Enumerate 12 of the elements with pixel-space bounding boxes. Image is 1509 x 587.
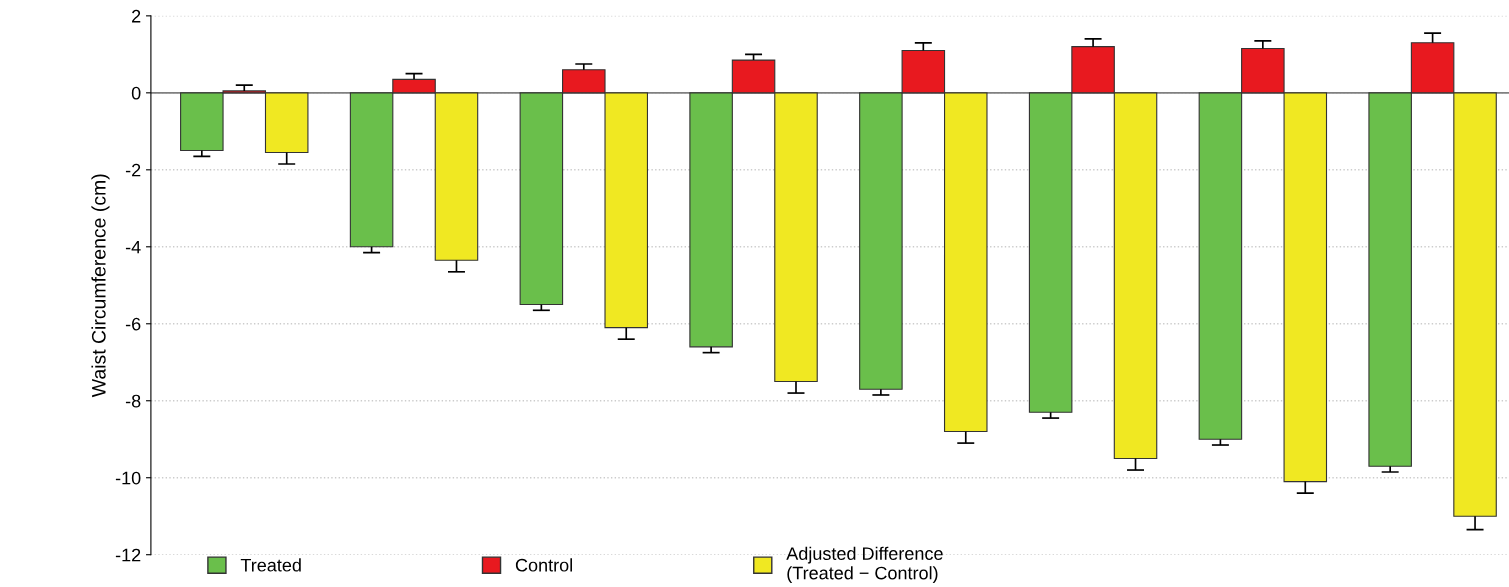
legend-label: Control — [515, 558, 572, 572]
y-tick-label: -12 — [115, 548, 141, 562]
legend-label: Adjusted Difference (Treated − Control) — [786, 546, 943, 583]
y-tick-label: -8 — [125, 394, 141, 408]
y-tick-label: -2 — [125, 163, 141, 177]
y-tick-label: -6 — [125, 317, 141, 331]
y-tick-label: -10 — [115, 471, 141, 485]
y-tick-label: 2 — [132, 9, 141, 23]
y-tick-label: -4 — [125, 240, 141, 254]
y-tick-label: 0 — [131, 86, 141, 100]
legend-label: Treated — [240, 558, 301, 572]
y-axis-title: Waist Circumference (cm) — [91, 174, 110, 398]
